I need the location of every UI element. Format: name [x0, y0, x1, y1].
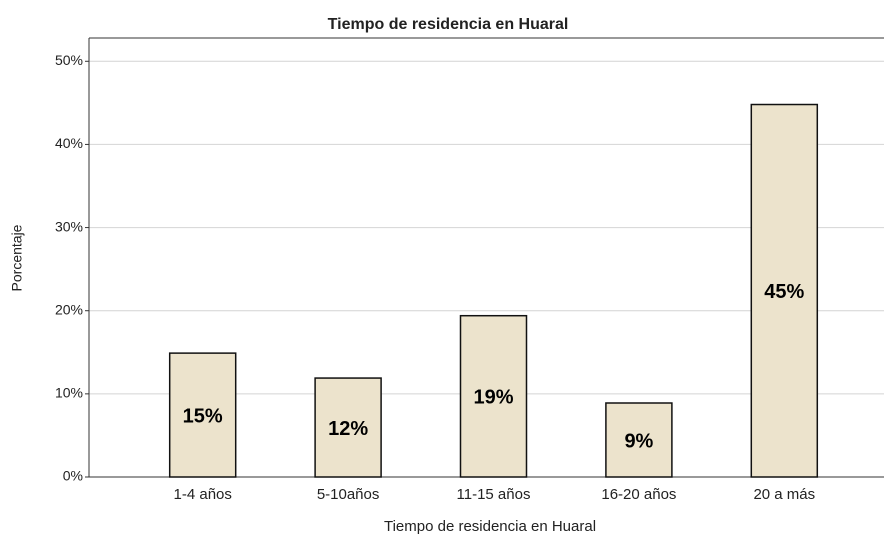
x-tick-label: 11-15 años: [457, 486, 531, 503]
y-tick-label: 10%: [55, 385, 83, 401]
x-tick-label: 5-10años: [317, 486, 380, 503]
bar: [750, 103, 819, 478]
y-tick-label: 20%: [55, 301, 83, 317]
x-tick-label: 16-20 años: [601, 486, 676, 503]
y-tick-label: 0%: [63, 468, 83, 484]
x-tick-label: 20 a más: [753, 486, 815, 503]
x-axis-label: Tiempo de residencia en Huaral: [384, 518, 596, 535]
y-tick-label: 30%: [55, 218, 83, 234]
data-label: 12%: [328, 418, 368, 440]
bar: [605, 402, 673, 478]
bar: [459, 314, 528, 478]
x-tick-label: 1-4 años: [174, 486, 232, 503]
data-label: 19%: [473, 387, 513, 409]
y-tick-label: 50%: [55, 52, 83, 68]
y-axis-label: Porcentaje: [9, 224, 25, 291]
data-label: 9%: [624, 430, 653, 452]
chart-title: Tiempo de residencia en Huaral: [328, 16, 569, 33]
data-label: 15%: [183, 405, 223, 427]
bar: [314, 377, 382, 478]
bar: [168, 352, 237, 478]
y-tick-label: 40%: [55, 135, 83, 151]
data-label: 45%: [764, 281, 804, 303]
